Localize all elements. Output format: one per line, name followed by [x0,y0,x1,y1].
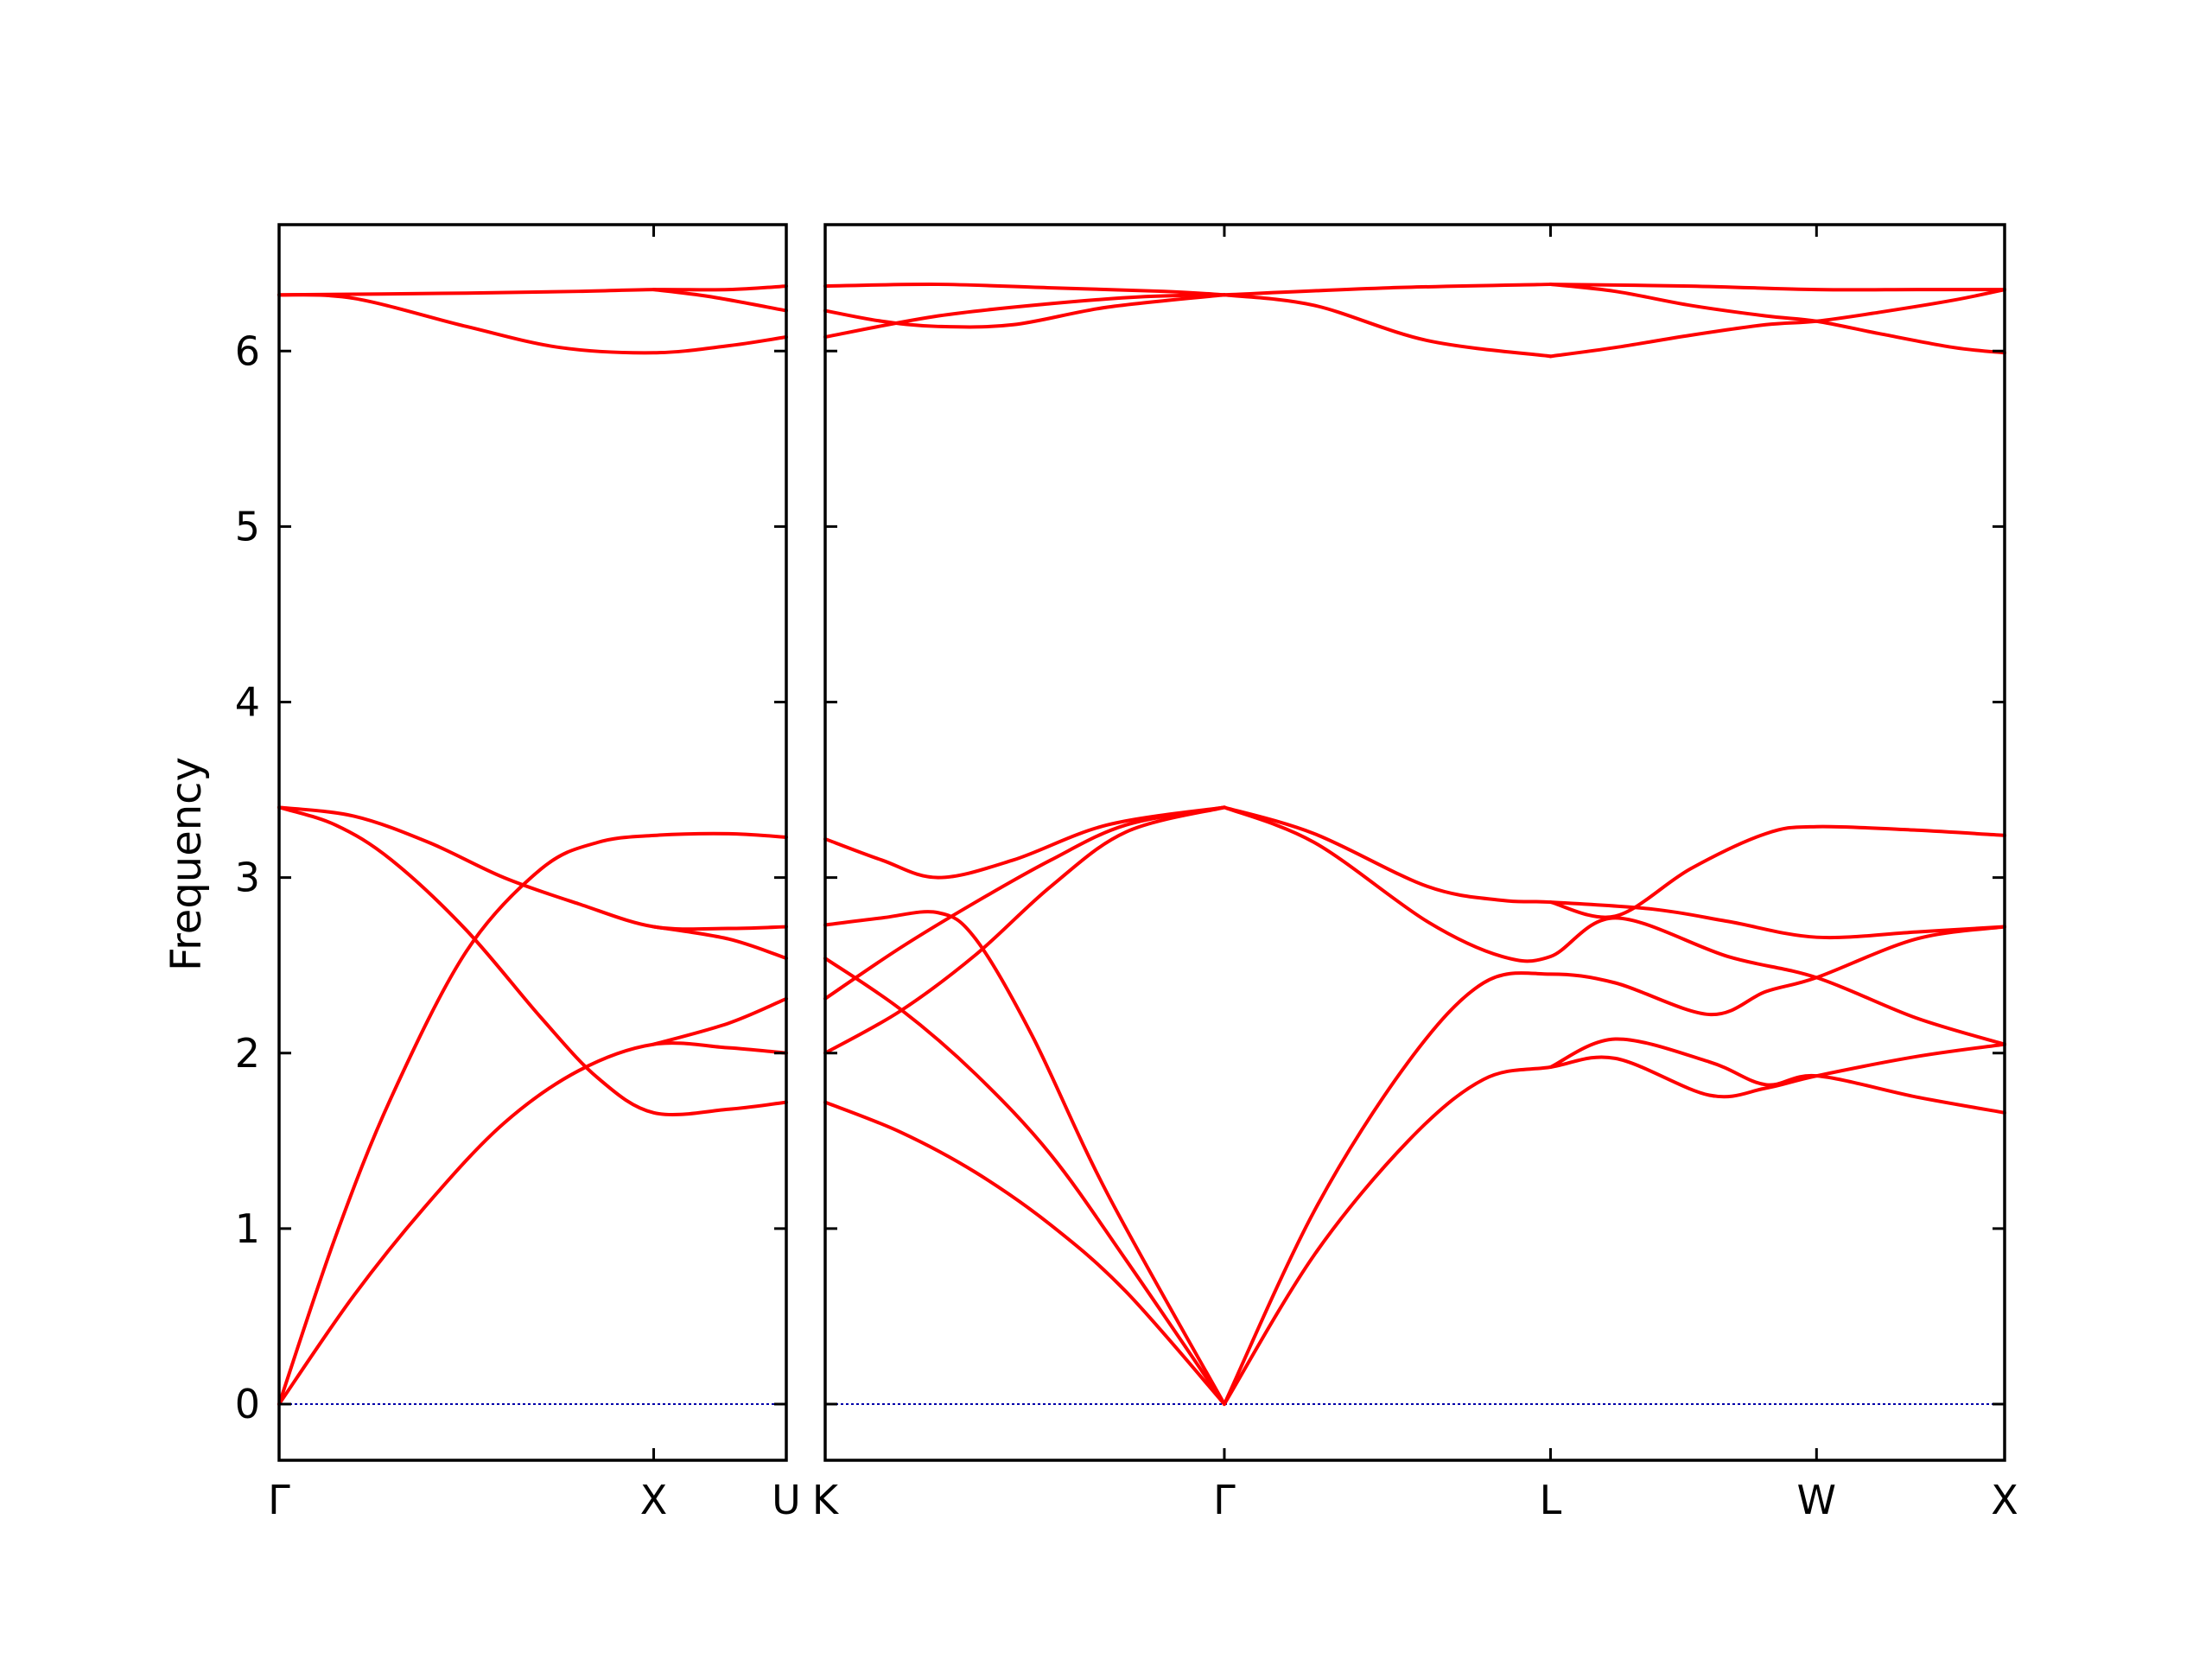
band-line-9 [823,805,1226,880]
band-line-15 [1222,805,2006,940]
band-line-7 [1548,283,2006,355]
band-line-1 [277,293,788,355]
band-line-16 [1222,805,2006,1046]
band-line-2 [277,284,788,297]
y-tick-label: 5 [235,503,260,550]
band-line-14 [823,805,1226,1055]
band-line-2 [823,293,1226,339]
band-line-18 [1222,925,2006,1406]
band-line-19 [1222,1042,2006,1406]
band-line-3 [652,288,788,313]
band-line-7 [277,831,788,1406]
kpoint-label: Γ [1213,1477,1236,1523]
y-tick-label: 4 [235,679,260,726]
kpoint-label: L [1540,1477,1562,1523]
band-line-9 [652,996,788,1046]
band-line-8 [277,1041,788,1406]
kpoint-label: W [1797,1477,1836,1523]
band-line-6 [652,925,788,961]
kpoint-label: U [772,1477,801,1523]
band-line-10 [823,910,1226,1406]
band-line-13 [823,805,1226,1001]
kpoint-label: X [1991,1477,2018,1523]
plot-frame [823,223,2006,1462]
band-line-4 [1222,293,1553,359]
band-line-20 [1548,1037,2006,1115]
y-tick-label: 6 [235,327,260,374]
plot-frame [277,223,788,1462]
band-line-5 [277,805,788,931]
y-tick-label: 1 [235,1205,260,1252]
band-line-6 [1548,288,2006,359]
band-line-1 [823,293,1226,329]
band-line-5 [1222,283,1553,297]
band-line-8 [1548,283,2006,292]
kpoint-label: X [640,1477,668,1523]
kpoint-label: Γ [268,1477,290,1523]
band-line-12 [823,1100,1226,1406]
panel-gamma-x-u: 0 1 2 3 4 5 6 Γ X U [235,223,801,1523]
band-line-17 [1548,824,2006,919]
y-tick-label: 2 [235,1030,260,1077]
y-axis-label: Frequency [162,757,211,971]
band-line-3 [823,283,1226,297]
y-tick-label: 3 [235,855,260,901]
y-tick-label: 0 [235,1381,260,1427]
band-line-4 [277,805,788,1117]
kpoint-label: K [812,1477,840,1523]
